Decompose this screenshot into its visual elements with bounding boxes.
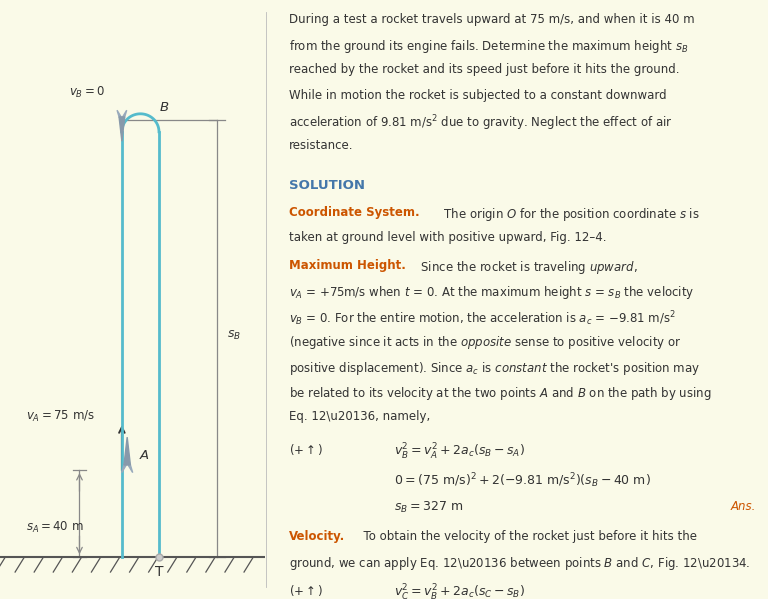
Text: Maximum Height.: Maximum Height. bbox=[289, 259, 406, 272]
Text: $(+\uparrow)$: $(+\uparrow)$ bbox=[289, 442, 323, 457]
Text: Eq. 12\u20136, namely,: Eq. 12\u20136, namely, bbox=[289, 410, 430, 423]
Text: resistance.: resistance. bbox=[289, 139, 353, 152]
Polygon shape bbox=[119, 117, 124, 141]
Polygon shape bbox=[128, 465, 133, 473]
Text: $s_B$: $s_B$ bbox=[227, 329, 241, 342]
Text: reached by the rocket and its speed just before it hits the ground.: reached by the rocket and its speed just… bbox=[289, 63, 679, 77]
Text: $s_A = 40$ m: $s_A = 40$ m bbox=[26, 519, 84, 535]
Text: SOLUTION: SOLUTION bbox=[289, 179, 365, 192]
Text: (negative since it acts in the $\mathit{opposite}$ sense to positive velocity or: (negative since it acts in the $\mathit{… bbox=[289, 334, 681, 352]
Polygon shape bbox=[117, 110, 121, 117]
Text: ground, we can apply Eq. 12\u20136 between points $B$ and $C$, Fig. 12\u20134.: ground, we can apply Eq. 12\u20136 betwe… bbox=[289, 555, 750, 572]
Text: $B$: $B$ bbox=[159, 101, 169, 114]
Text: taken at ground level with positive upward, Fig. 12–4.: taken at ground level with positive upwa… bbox=[289, 231, 606, 244]
Text: To obtain the velocity of the rocket just before it hits the: To obtain the velocity of the rocket jus… bbox=[356, 530, 697, 543]
Text: The origin $O$ for the position coordinate $s$ is: The origin $O$ for the position coordina… bbox=[436, 206, 700, 223]
Text: $v_A = 75$ m/s: $v_A = 75$ m/s bbox=[26, 409, 95, 424]
Text: $s_B = 327\ \mathrm{m}$: $s_B = 327\ \mathrm{m}$ bbox=[393, 500, 463, 515]
Text: T: T bbox=[154, 565, 164, 579]
Text: $0 = (75\ \mathrm{m/s})^2 + 2(-9.81\ \mathrm{m/s}^2)(s_B - 40\ \mathrm{m})$: $0 = (75\ \mathrm{m/s})^2 + 2(-9.81\ \ma… bbox=[393, 471, 650, 490]
Text: $v_B^2 = v_A^2 + 2a_c(s_B - s_A)$: $v_B^2 = v_A^2 + 2a_c(s_B - s_A)$ bbox=[393, 442, 525, 462]
Text: Coordinate System.: Coordinate System. bbox=[289, 206, 419, 219]
Text: $v_A$ = +75m/s when $t$ = 0. At the maximum height $s$ = $s_B$ the velocity: $v_A$ = +75m/s when $t$ = 0. At the maxi… bbox=[289, 284, 694, 301]
Text: $(+\uparrow)$: $(+\uparrow)$ bbox=[289, 583, 323, 598]
Text: Ans.: Ans. bbox=[730, 500, 756, 513]
Polygon shape bbox=[123, 110, 127, 117]
Text: positive displacement). Since $a_c$ is $\mathit{constant}$ the rocket's position: positive displacement). Since $a_c$ is $… bbox=[289, 359, 700, 377]
Text: $A$: $A$ bbox=[139, 449, 150, 462]
Text: Since the rocket is traveling $\mathit{upward}$,: Since the rocket is traveling $\mathit{u… bbox=[412, 259, 637, 276]
Text: be related to its velocity at the two points $A$ and $B$ on the path by using: be related to its velocity at the two po… bbox=[289, 385, 711, 402]
Text: During a test a rocket travels upward at 75 m/s, and when it is 40 m: During a test a rocket travels upward at… bbox=[289, 13, 694, 26]
Text: $v_B = 0$: $v_B = 0$ bbox=[69, 85, 105, 101]
Text: Velocity.: Velocity. bbox=[289, 530, 345, 543]
Polygon shape bbox=[121, 465, 126, 473]
Text: While in motion the rocket is subjected to a constant downward: While in motion the rocket is subjected … bbox=[289, 89, 667, 102]
Text: from the ground its engine fails. Determine the maximum height $s_B$: from the ground its engine fails. Determ… bbox=[289, 38, 688, 55]
Text: $v_C^2 = v_B^2 + 2a_c(s_C - s_B)$: $v_C^2 = v_B^2 + 2a_c(s_C - s_B)$ bbox=[393, 583, 525, 599]
Polygon shape bbox=[124, 437, 131, 465]
Text: acceleration of 9.81 m/s$^2$ due to gravity. Neglect the effect of air: acceleration of 9.81 m/s$^2$ due to grav… bbox=[289, 114, 672, 134]
Text: $v_B$ = 0. For the entire motion, the acceleration is $a_c$ = $-$9.81 m/s$^2$: $v_B$ = 0. For the entire motion, the ac… bbox=[289, 309, 676, 328]
